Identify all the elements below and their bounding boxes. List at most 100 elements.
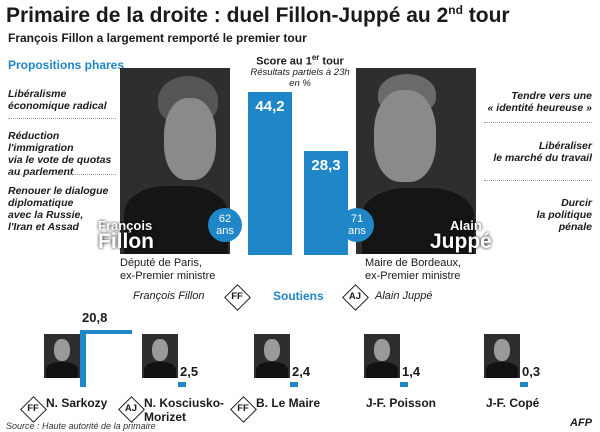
fillon-prop-2: Réduction l'immigration via le vote de q… [8, 130, 120, 178]
supporter-name: B. Le Maire [256, 396, 320, 410]
support-value-label: 2,5 [180, 364, 199, 379]
juppe-prop-3: Durcir la politique pénale [480, 197, 592, 233]
support-bar [80, 330, 132, 334]
fillon-legend-name: François Fillon [133, 290, 205, 302]
juppe-legend-name: Alain Juppé [375, 290, 433, 302]
desc-line: ex-Premier ministre [365, 270, 461, 282]
portrait-suit [362, 188, 474, 254]
support-value-label: 1,4 [402, 364, 421, 379]
support-badge-text: AJ [124, 403, 138, 414]
score-title-sup: er [311, 53, 320, 62]
prop-line: l'Iran et Assad [8, 221, 79, 233]
title-sup: nd [448, 3, 463, 17]
fillon-prop-1: Libéralisme économique radical [8, 88, 120, 112]
supporter-name: J-F. Copé [486, 396, 539, 410]
score-note-line: en % [289, 78, 311, 89]
fillon-age-badge: 62 ans [208, 208, 242, 242]
support-bar [290, 382, 298, 387]
supporter-photo [364, 334, 400, 378]
desc-line: Maire de Bordeaux, [365, 257, 461, 269]
title-end: tour [462, 4, 510, 27]
support-value-label: 2,4 [292, 364, 311, 379]
source-note: Source : Haute autorité de la primaire [6, 421, 156, 431]
score-bar [248, 92, 292, 255]
score-chart: 44,2 28,3 [248, 92, 348, 255]
score-note: Résultats partiels à 23h en % [235, 67, 365, 89]
score-bar [304, 151, 348, 255]
divider [484, 122, 592, 123]
score-title-end: tour [319, 55, 344, 68]
divider [8, 174, 116, 175]
support-value-label: 0,3 [522, 364, 541, 379]
afp-logo: AFP [570, 417, 592, 429]
prop-line: au parlement [8, 166, 74, 178]
supporter-suit [46, 362, 78, 378]
prop-line: diplomatique [8, 197, 74, 209]
portrait-face [374, 90, 436, 182]
age-unit: ans [216, 225, 234, 237]
supporter-suit [256, 362, 288, 378]
fillon-last-name: Fillon [98, 230, 154, 253]
prop-line: Libéraliser [538, 140, 592, 152]
prop-line: Renouer le dialogue [8, 185, 109, 197]
age-value: 71 [350, 213, 364, 225]
supporter-suit [486, 362, 518, 378]
fillon-prop-3: Renouer le dialogue diplomatique avec la… [8, 185, 120, 233]
support-badge-text: FF [27, 403, 39, 414]
supporter-suit [366, 362, 398, 378]
fillon-first-name: François [98, 218, 153, 233]
portrait-face [164, 98, 216, 180]
score-title-text: Score au 1 [256, 55, 312, 68]
desc-line: Député de Paris, [120, 257, 202, 269]
score-title: Score au 1er tour [240, 53, 360, 68]
support-bar [80, 330, 86, 387]
fillon-description: Député de Paris, ex-Premier ministre [120, 257, 230, 283]
supporter-name-line: Morizet [144, 410, 186, 424]
page-title: Primaire de la droite : duel Fillon-Jupp… [6, 3, 510, 28]
juppe-last-name: Juppé [430, 230, 492, 253]
supporter-face [54, 339, 70, 361]
age-unit: ans [348, 225, 366, 237]
supporter-photo [142, 334, 178, 378]
supporter-name-line: B. Le Maire [256, 396, 321, 410]
supporter-suit [144, 362, 176, 378]
prop-line: via le vote de quotas [8, 154, 112, 166]
prop-line: économique radical [8, 100, 107, 112]
supporter-name-line: N. Kosciusko- [144, 396, 225, 410]
supporter-face [374, 339, 390, 361]
supporter-name-line: N. Sarkozy [46, 396, 108, 410]
supporter-face [494, 339, 510, 361]
supporter-face [152, 339, 168, 361]
soutiens-chart: 20,8 FF N. Sarkozy 2,5 AJ N. Kosciusko- Morize… [0, 308, 600, 424]
juppe-portrait [356, 68, 476, 254]
support-badge-text: FF [237, 403, 249, 414]
divider [8, 118, 116, 119]
supporter-name: N. Kosciusko- Morizet [144, 396, 224, 424]
title-text: Primaire de la droite : duel Fillon-Jupp… [6, 4, 449, 27]
juppe-prop-1: Tendre vers une « identité heureuse » [480, 90, 592, 114]
supporter-name-line: J-F. Copé [486, 396, 540, 410]
prop-line: le marché du travail [493, 152, 592, 164]
aj-badge-text: AJ [348, 291, 362, 302]
prop-line: Tendre vers une [511, 90, 592, 102]
score-value-label: 28,3 [311, 157, 341, 174]
supporter-photo [484, 334, 520, 378]
supporter-photo [44, 334, 80, 378]
juppe-prop-2: Libéraliser le marché du travail [480, 140, 592, 164]
age-value: 62 [218, 213, 232, 225]
soutiens-label: Soutiens [273, 289, 324, 303]
support-value-label: 20,8 [82, 310, 108, 325]
prop-line: Durcir [561, 197, 592, 209]
prop-line: « identité heureuse » [487, 102, 592, 114]
juppe-first-name: Alain [450, 218, 482, 233]
prop-line: Libéralisme [8, 88, 67, 100]
desc-line: ex-Premier ministre [120, 270, 216, 282]
support-bar [520, 382, 528, 387]
prop-line: avec la Russie, [8, 209, 84, 221]
supporter-name: J-F. Poisson [366, 396, 436, 410]
score-value-label: 44,2 [255, 98, 285, 115]
supporter-photo [254, 334, 290, 378]
prop-line: la politique [536, 209, 592, 221]
prop-line: Réduction l'immigration [8, 130, 74, 154]
propositions-label: Propositions phares [8, 58, 125, 72]
